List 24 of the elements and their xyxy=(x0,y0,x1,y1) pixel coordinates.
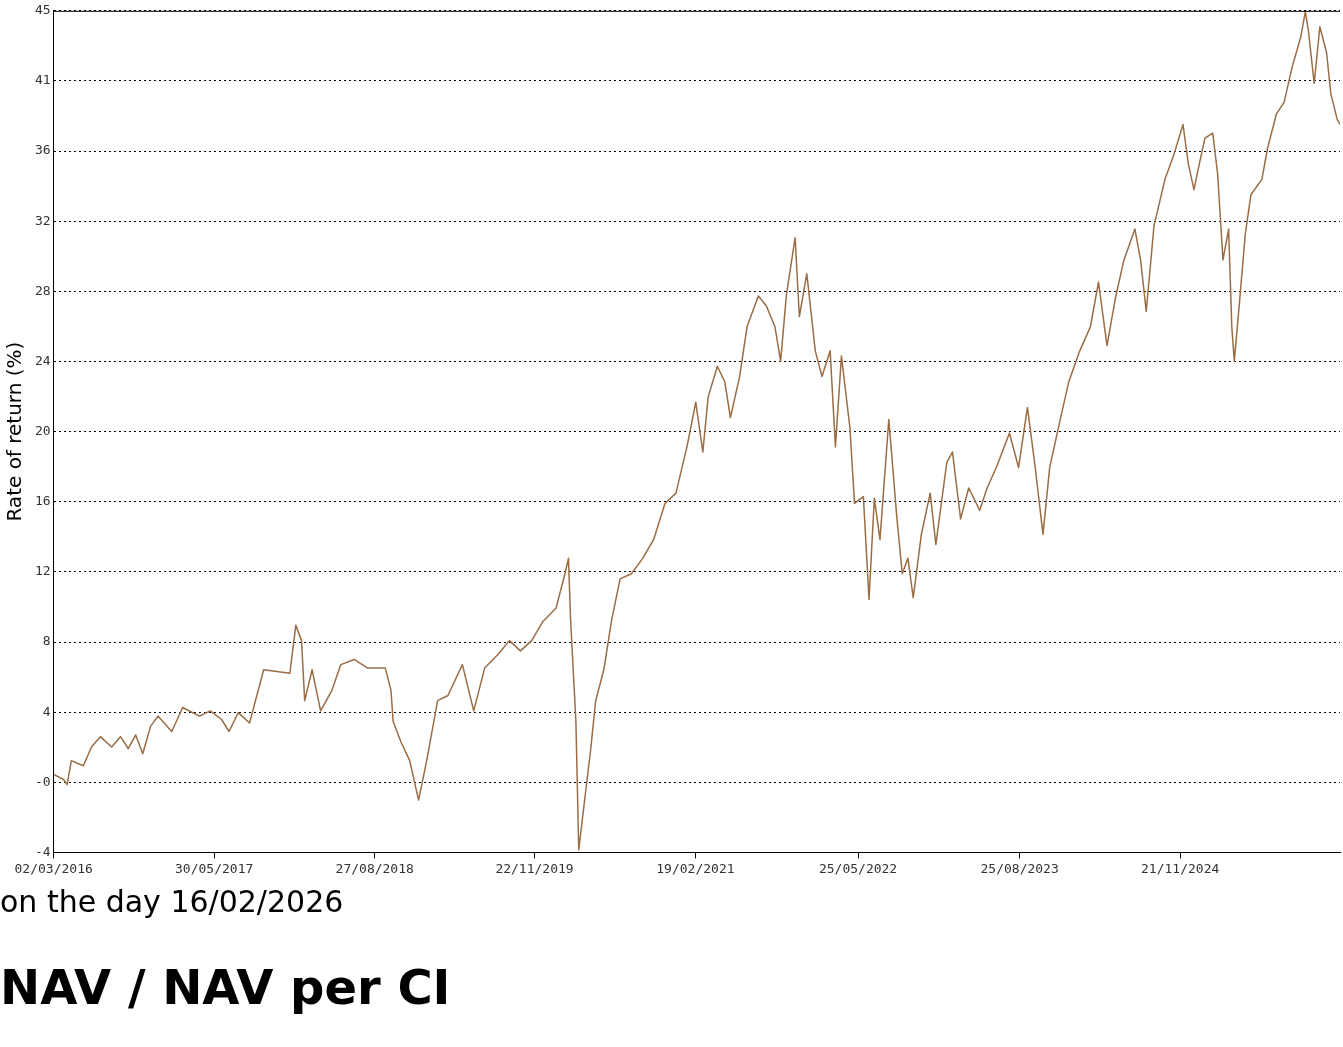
y-tick-label: 16 xyxy=(35,493,51,509)
y-tick-label: 20 xyxy=(35,422,51,438)
y-tick-label: -0 xyxy=(35,773,51,789)
x-tick-label: 25/08/2023 xyxy=(980,860,1059,876)
y-tick-label: 8 xyxy=(42,633,51,649)
y-tick-label: 24 xyxy=(35,352,51,368)
x-tick-label: 02/03/2016 xyxy=(14,860,93,876)
x-tick-label: 25/05/2022 xyxy=(818,860,898,876)
x-tick-label: 22/11/2019 xyxy=(495,860,574,876)
y-tick-label: 28 xyxy=(35,282,51,298)
y-tick-label: 45 xyxy=(35,2,51,18)
y-tick-label: -4 xyxy=(35,843,51,859)
y-tick-label: 36 xyxy=(35,142,51,158)
y-tick-label: 4 xyxy=(42,703,51,719)
x-tick-label: 30/05/2017 xyxy=(175,860,254,876)
text: NAV / NAV per CI xyxy=(0,959,452,1015)
y-tick-label: 12 xyxy=(35,563,51,579)
y-axis-title: Rate of return (%) xyxy=(2,341,27,522)
x-tick-label: 27/08/2018 xyxy=(335,860,414,876)
text: on the day 16/02/2026 xyxy=(0,884,345,919)
y-tick-label: 32 xyxy=(35,212,51,228)
x-tick-label: 19/02/2021 xyxy=(656,860,735,876)
x-tick-label: 21/11/2024 xyxy=(1141,860,1220,876)
y-tick-label: 41 xyxy=(35,72,51,88)
